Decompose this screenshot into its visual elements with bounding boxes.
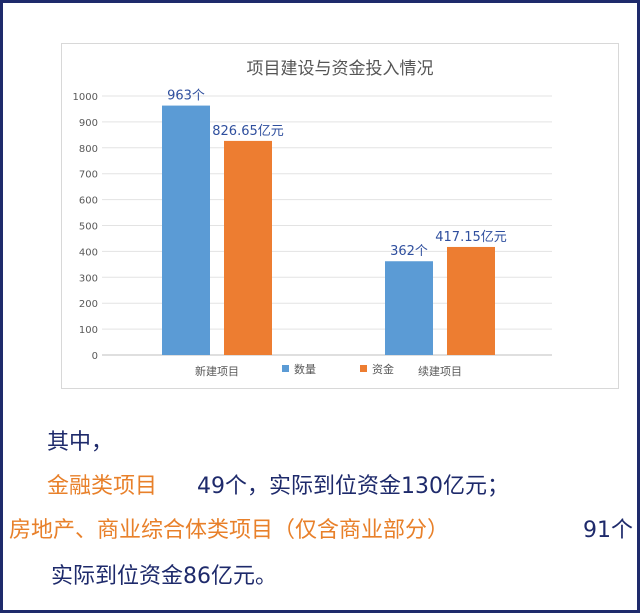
realestate-label: 房地产、商业综合体类项目（仅含商业部分） [9, 518, 450, 543]
y-tick-label: 100 [79, 325, 98, 336]
legend-swatch [360, 365, 367, 372]
x-tick-label: 续建项目 [418, 364, 462, 378]
data-label: 826.65亿元 [212, 124, 284, 139]
notes-intro: 其中， [47, 430, 114, 455]
legend-swatch [282, 365, 289, 372]
y-tick-label: 800 [79, 144, 98, 155]
chart-title: 项目建设与资金投入情况 [247, 59, 434, 79]
bar [447, 246, 495, 355]
y-tick-label: 200 [79, 299, 98, 310]
y-tick-label: 900 [79, 118, 98, 129]
y-tick-label: 600 [79, 196, 98, 207]
data-label: 362个 [390, 244, 428, 259]
bar [162, 105, 210, 355]
y-tick-label: 300 [79, 273, 98, 284]
y-tick-label: 500 [79, 222, 98, 233]
bar [224, 140, 272, 355]
legend-label: 资金 [372, 362, 394, 376]
chart-container: 项目建设与资金投入情况 0 100 200 300 400 500 600 700 800 900… [61, 43, 619, 389]
y-tick-label: 0 [92, 351, 98, 362]
data-label: 963个 [167, 89, 205, 104]
data-label: 417.15亿元 [435, 230, 507, 245]
bar-chart: 项目建设与资金投入情况 0 100 200 300 400 500 600 700 800 900… [73, 59, 552, 378]
x-tick-label: 新建项目 [195, 364, 239, 378]
y-tick-label: 1000 [73, 92, 98, 103]
finance-label: 金融类项目 [47, 474, 158, 499]
finance-detail: 49个，实际到位资金130亿元； [197, 474, 509, 499]
y-tick-label: 700 [79, 170, 98, 181]
bar [385, 261, 433, 355]
legend-label: 数量 [294, 363, 316, 376]
realestate-funds: 实际到位资金86亿元。 [51, 564, 277, 589]
y-tick-label: 400 [79, 247, 98, 258]
realestate-count: 91个 [583, 518, 633, 543]
